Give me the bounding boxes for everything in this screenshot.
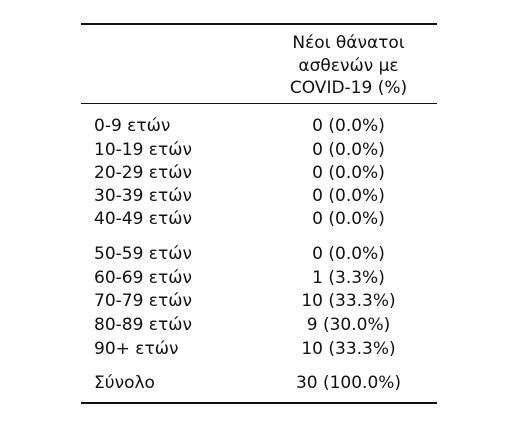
age-group-label: 60-69 ετών [94, 268, 192, 288]
table-total-row: Σύνολο 30 (100.0%) [94, 372, 437, 394]
table-row: 90+ ετών 10 (33.3%) [94, 338, 437, 360]
deaths-value: 1 (3.3%) [312, 268, 385, 288]
age-group-label: 70-79 ετών [94, 291, 192, 311]
table-row: 20-29 ετών 0 (0.0%) [94, 162, 437, 184]
deaths-value: 10 (33.3%) [301, 339, 396, 359]
deaths-value: 10 (33.3%) [301, 291, 396, 311]
table-bottom-rule [81, 402, 437, 404]
table-row: 60-69 ετών 1 (3.3%) [94, 267, 437, 289]
age-group-label: 90+ ετών [94, 339, 179, 359]
column-header-deaths: Νέοι θάνατοι ασθενών με COVID-19 (%) [270, 32, 427, 100]
column-header-line-1: Νέοι θάνατοι [292, 33, 405, 53]
table-top-rule [81, 23, 437, 25]
age-group-label: 20-29 ετών [94, 163, 192, 183]
deaths-value: 0 (0.0%) [312, 116, 385, 136]
deaths-value: 9 (30.0%) [306, 315, 391, 335]
table-row: 40-49 ετών 0 (0.0%) [94, 208, 437, 230]
age-group-label: 30-39 ετών [94, 186, 192, 206]
column-header-line-2: ασθενών με [298, 55, 399, 76]
age-group-label: 40-49 ετών [94, 209, 192, 229]
deaths-value: 0 (0.0%) [312, 140, 385, 160]
age-group-label: 0-9 ετών [94, 116, 171, 136]
age-group-label: 10-19 ετών [94, 140, 192, 160]
table-header-rule [81, 103, 437, 104]
deaths-value: 0 (0.0%) [312, 163, 385, 183]
table-row: 30-39 ετών 0 (0.0%) [94, 185, 437, 207]
deaths-value: 0 (0.0%) [312, 209, 385, 229]
deaths-value: 0 (0.0%) [312, 186, 385, 206]
deaths-value: 0 (0.0%) [312, 244, 385, 264]
total-label: Σύνολο [94, 373, 155, 393]
table-row: 70-79 ετών 10 (33.3%) [94, 290, 437, 312]
table-row: 10-19 ετών 0 (0.0%) [94, 139, 437, 161]
total-value: 30 (100.0%) [295, 373, 402, 393]
column-header-line-3: COVID-19 (%) [289, 78, 408, 98]
age-group-label: 50-59 ετών [94, 244, 192, 264]
age-group-label: 80-89 ετών [94, 315, 192, 335]
table-row: 0-9 ετών 0 (0.0%) [94, 115, 437, 137]
table-row: 80-89 ετών 9 (30.0%) [94, 314, 437, 336]
table-row: 50-59 ετών 0 (0.0%) [94, 243, 437, 265]
